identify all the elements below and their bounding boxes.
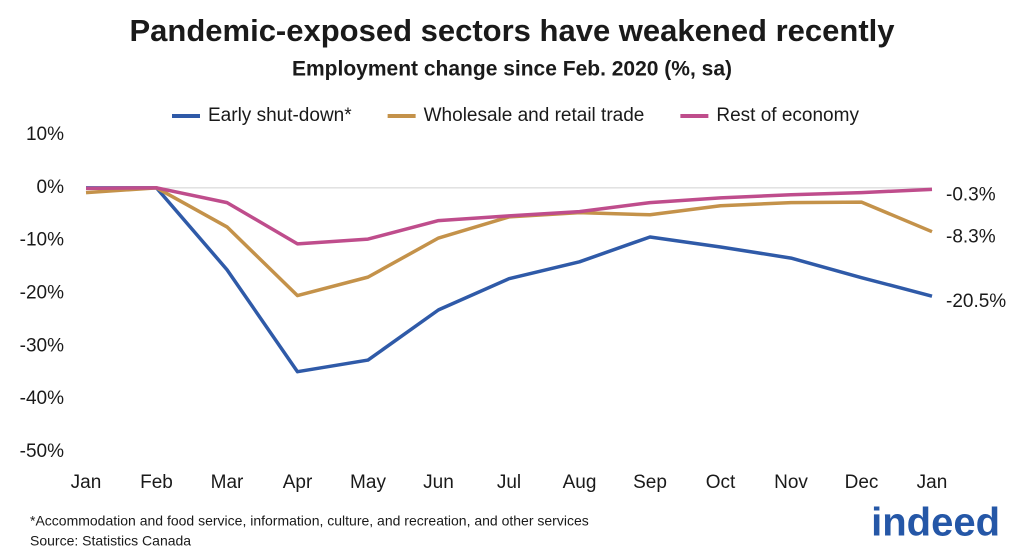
y-tick-label: -40% (20, 388, 64, 409)
x-tick-label: Jun (423, 472, 454, 493)
y-tick-label: 10% (26, 124, 64, 145)
series-line (85, 186, 933, 246)
x-tick-label: Jan (917, 472, 948, 493)
x-tick-label: May (350, 472, 386, 493)
x-tick-label: Feb (140, 472, 173, 493)
y-tick-label: -10% (20, 230, 64, 251)
value-label: -20.5% (946, 291, 1006, 312)
x-tick-label: Nov (774, 472, 808, 493)
logo: indeed (871, 501, 1000, 545)
legend-label: Early shut-down* (208, 105, 352, 126)
y-tick-label: -50% (20, 441, 64, 462)
legend-label: Rest of economy (716, 105, 859, 126)
y-tick-label: -30% (20, 335, 64, 356)
footnote: *Accommodation and food service, informa… (30, 513, 589, 529)
legend-label: Wholesale and retail trade (424, 105, 645, 126)
x-tick-label: Mar (211, 472, 244, 493)
x-tick-label: Jan (71, 472, 102, 493)
x-tick-label: Aug (563, 472, 597, 493)
x-tick-label: Sep (633, 472, 667, 493)
y-tick-label: -20% (20, 283, 64, 304)
value-label: -0.3% (946, 184, 996, 205)
value-label: -8.3% (946, 227, 996, 248)
x-tick-label: Jul (497, 472, 521, 493)
chart-title: Pandemic-exposed sectors have weakened r… (129, 13, 895, 48)
chart-subtitle: Employment change since Feb. 2020 (%, sa… (292, 58, 732, 81)
x-tick-label: Dec (845, 472, 879, 493)
y-tick-label: 0% (37, 177, 65, 198)
source: Source: Statistics Canada (30, 533, 191, 549)
x-tick-label: Apr (283, 472, 313, 493)
series-line (86, 186, 933, 374)
x-tick-label: Oct (706, 472, 736, 493)
